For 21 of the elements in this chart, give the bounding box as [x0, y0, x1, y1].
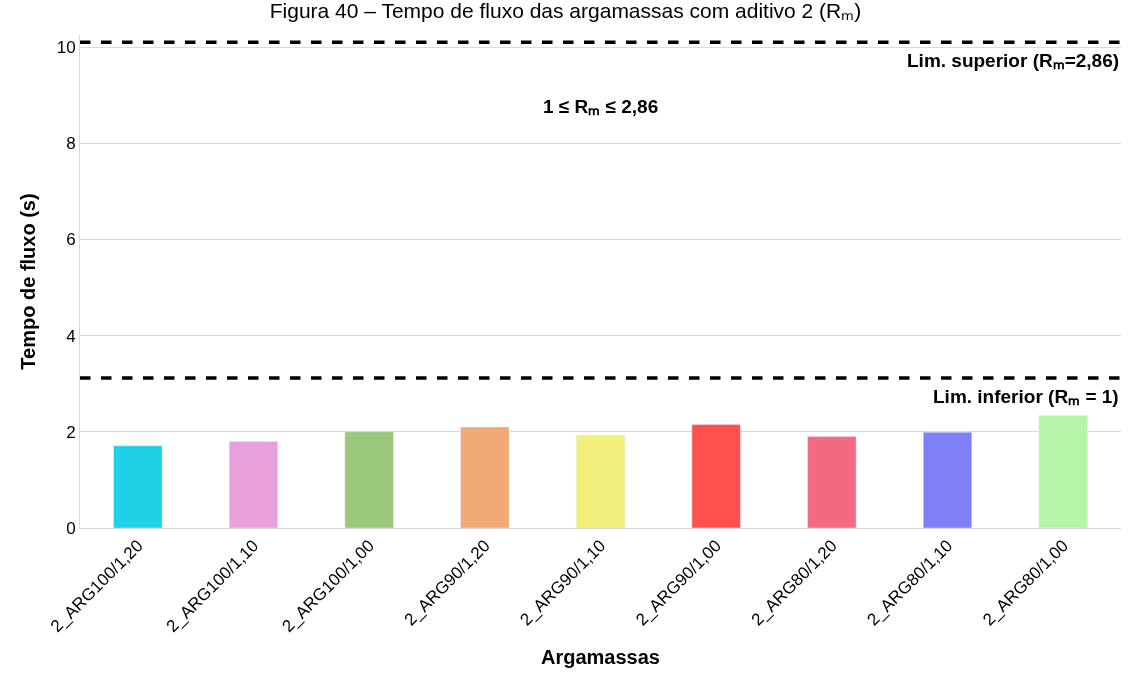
y-tick-label: 4: [66, 326, 76, 346]
annotation: Lim. superior (Rₘ=2,86): [907, 50, 1120, 71]
bar: [1038, 415, 1088, 528]
annotation: 1 ≤ Rₘ ≤ 2,86: [543, 96, 659, 117]
chart-title: Figura 40 – Tempo de fluxo das argamassas com aditivo 2 (Rₘ): [269, 0, 862, 23]
bar: [922, 432, 973, 528]
y-tick-label: 10: [56, 37, 76, 57]
y-tick-label: 8: [66, 134, 76, 154]
bar: [575, 434, 626, 528]
bar: [113, 445, 163, 528]
annotation: Lim. inferior (Rₘ = 1): [933, 386, 1119, 407]
y-tick-label: 6: [66, 230, 76, 250]
bar: [691, 424, 741, 528]
y-tick-label: 0: [66, 518, 76, 538]
y-axis-title: Tempo de fluxo (s): [17, 193, 40, 370]
bar: [807, 436, 857, 528]
bar: [344, 431, 394, 528]
bar: [228, 441, 279, 528]
bar: [460, 426, 510, 528]
y-tick-label: 2: [66, 422, 76, 442]
x-axis-title: Argamassas: [541, 646, 660, 669]
